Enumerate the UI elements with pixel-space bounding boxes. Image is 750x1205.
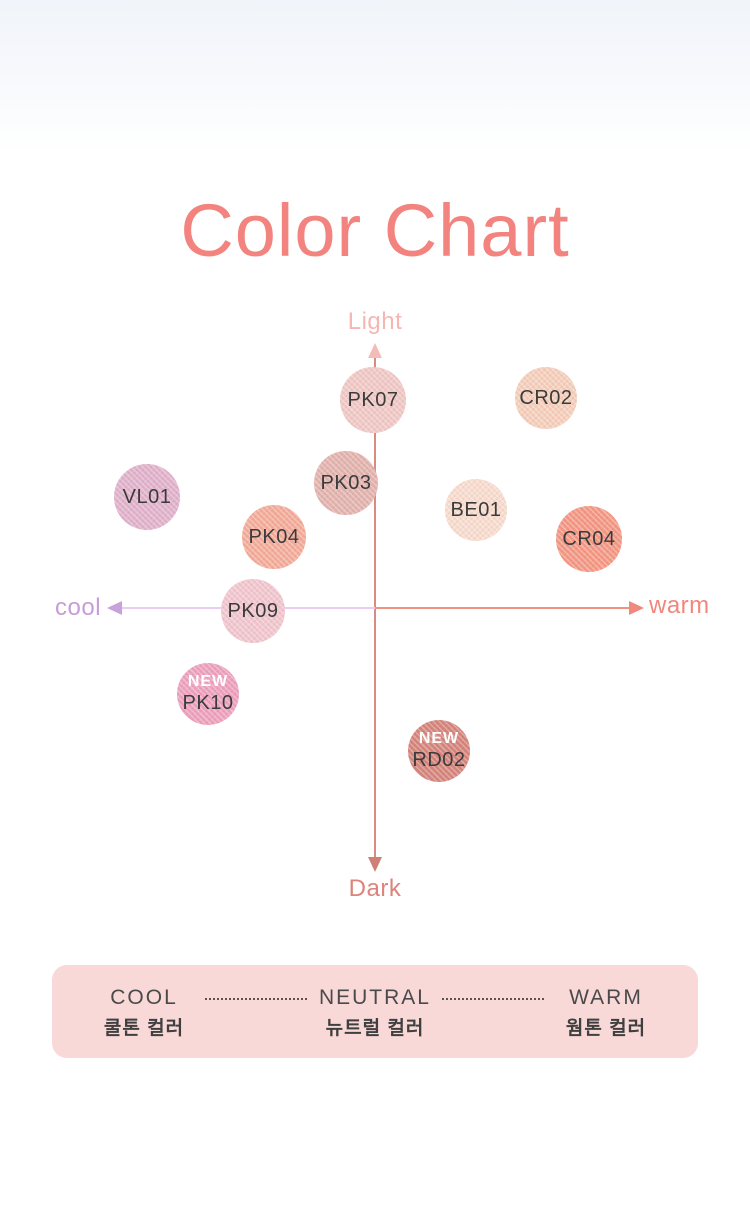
swatch-pk03: PK03 [314,451,378,515]
new-badge: NEW [418,730,460,748]
legend-dotted-divider [442,998,545,1000]
legend-item-cool: COOL 쿨톤 컬러 [94,965,194,1040]
page-title: Color Chart [180,188,570,272]
tone-legend: COOL 쿨톤 컬러 NEUTRAL 뉴트럴 컬러 WARM 웜톤 컬러 [52,965,698,1058]
legend-item-neutral: NEUTRAL 뉴트럴 컬러 [319,965,431,1040]
swatch-code-label: RD02 [412,748,466,771]
arrow-right-icon [629,601,644,615]
swatch-rd02: NEW RD02 [408,720,470,782]
axis-label-cool: cool [55,594,102,621]
swatch-code-label: CR04 [562,527,616,550]
legend-item-warm: WARM 웜톤 컬러 [556,965,656,1040]
swatch-code-label: PK10 [182,691,234,714]
axis-label-dark: Dark [348,875,402,902]
swatch-code-label: BE01 [450,498,502,521]
swatch-pk07: PK07 [340,367,406,433]
horizontal-axis-line-warm [375,607,631,609]
legend-sublabel: 웜톤 컬러 [565,1018,647,1039]
swatch-pk04: PK04 [242,505,306,569]
swatch-code-label: PK09 [227,599,279,622]
legend-label: WARM [569,986,643,1009]
swatch-code-label: CR02 [519,386,573,409]
swatch-cr04: CR04 [556,506,622,572]
arrow-up-icon [368,343,382,358]
legend-label: NEUTRAL [318,986,431,1009]
legend-dotted-divider [205,998,308,1000]
swatch-code-label: PK03 [320,471,372,494]
axis-label-light: Light [347,308,403,335]
legend-label: COOL [110,986,178,1009]
swatch-pk09: PK09 [221,579,285,643]
arrow-down-icon [368,857,382,872]
top-gradient-band [0,0,750,152]
swatch-be01: BE01 [445,479,507,541]
swatch-pk10: NEW PK10 [177,663,239,725]
legend-sublabel: 뉴트럴 컬러 [325,1018,425,1039]
swatch-vl01: VL01 [114,464,180,530]
swatch-code-label: PK04 [248,525,300,548]
arrow-left-icon [107,601,122,615]
axis-label-warm: warm [649,592,710,619]
swatch-code-label: PK07 [347,388,399,411]
legend-sublabel: 쿨톤 컬러 [103,1018,185,1039]
swatch-code-label: VL01 [122,485,172,508]
new-badge: NEW [187,673,229,691]
swatch-cr02: CR02 [515,367,577,429]
